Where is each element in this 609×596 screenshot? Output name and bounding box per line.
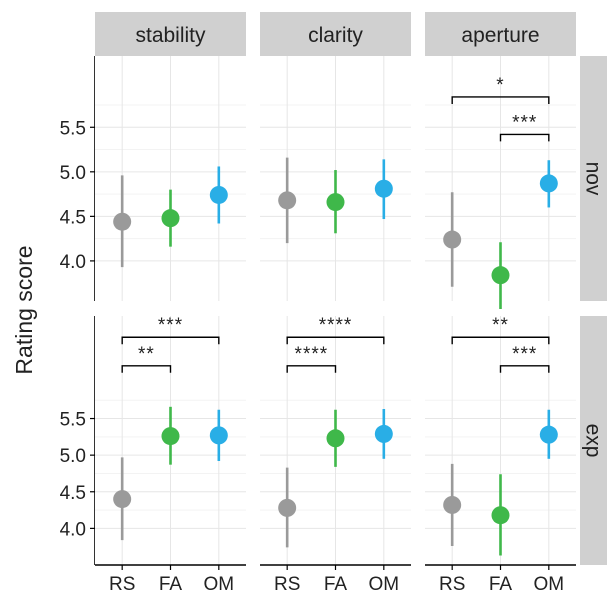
y-tick-label: 4.5: [60, 483, 86, 504]
facet-strip-label: aperture: [461, 24, 539, 47]
x-tick-label: RS: [274, 574, 300, 595]
significance-bracket: [499, 365, 550, 373]
significance-label: ***: [512, 112, 537, 133]
y-tick-label: 5.0: [60, 163, 86, 184]
y-axis-title: Rating score: [11, 245, 37, 374]
facet-strip-aperture: [425, 12, 576, 56]
significance-bracket: [451, 96, 550, 104]
point-FA: [491, 266, 510, 285]
x-tick-label: OM: [534, 574, 565, 595]
x-tick-label: FA: [159, 574, 183, 595]
point-RS: [278, 498, 297, 517]
significance-label: ***: [512, 344, 537, 365]
significance-bracket: [121, 336, 220, 345]
point-OM: [209, 185, 228, 204]
facet-strip-label: clarity: [308, 24, 363, 47]
point-OM: [374, 424, 393, 443]
point-RS: [113, 212, 132, 231]
significance-bracket: [499, 133, 550, 142]
significance-label: *: [496, 75, 504, 96]
significance-bracket: [121, 365, 172, 373]
point-RS: [443, 230, 462, 249]
point-FA: [161, 209, 180, 228]
x-tick-label: RS: [109, 574, 135, 595]
point-RS: [443, 495, 462, 514]
significance-label: ****: [319, 315, 353, 336]
x-tick-label: OM: [204, 574, 235, 595]
point-RS: [113, 490, 132, 509]
y-tick-label: 5.0: [60, 446, 86, 467]
point-FA: [491, 506, 510, 525]
significance-label: **: [138, 344, 155, 365]
significance-label: ***: [158, 315, 183, 336]
point-OM: [539, 174, 558, 193]
y-tick-label: 5.5: [60, 410, 86, 431]
point-FA: [326, 193, 345, 212]
x-tick-label: FA: [324, 574, 348, 595]
facet-strip-clarity: [260, 12, 411, 56]
facet-strip-nov: [580, 56, 607, 301]
facet-strip-exp: [580, 316, 607, 565]
significance-bracket: [451, 336, 550, 345]
y-tick-label: 4.0: [60, 519, 86, 540]
point-FA: [161, 427, 180, 446]
facet-grid: stability clarity aperture nov 4.0 4.5 5.0 5.5 *…: [60, 12, 607, 595]
x-tick-label: OM: [369, 574, 400, 595]
significance-label: **: [492, 315, 509, 336]
y-tick-label: 5.5: [60, 118, 86, 139]
facet-strip-stability: [95, 12, 246, 56]
x-tick-label: RS: [439, 574, 465, 595]
point-OM: [539, 425, 558, 444]
point-RS: [278, 191, 297, 210]
facet-strip-label: nov: [582, 162, 605, 196]
facet-strip-label: stability: [135, 24, 206, 47]
point-FA: [326, 429, 345, 448]
y-tick-label: 4.0: [60, 252, 86, 273]
facet-strip-label: exp: [582, 424, 605, 458]
point-OM: [209, 426, 228, 445]
x-tick-label: FA: [489, 574, 513, 595]
significance-bracket: [286, 336, 385, 345]
significance-bracket: [286, 365, 337, 373]
y-tick-label: 4.5: [60, 207, 86, 228]
point-OM: [374, 179, 393, 198]
significance-label: ****: [295, 344, 329, 365]
